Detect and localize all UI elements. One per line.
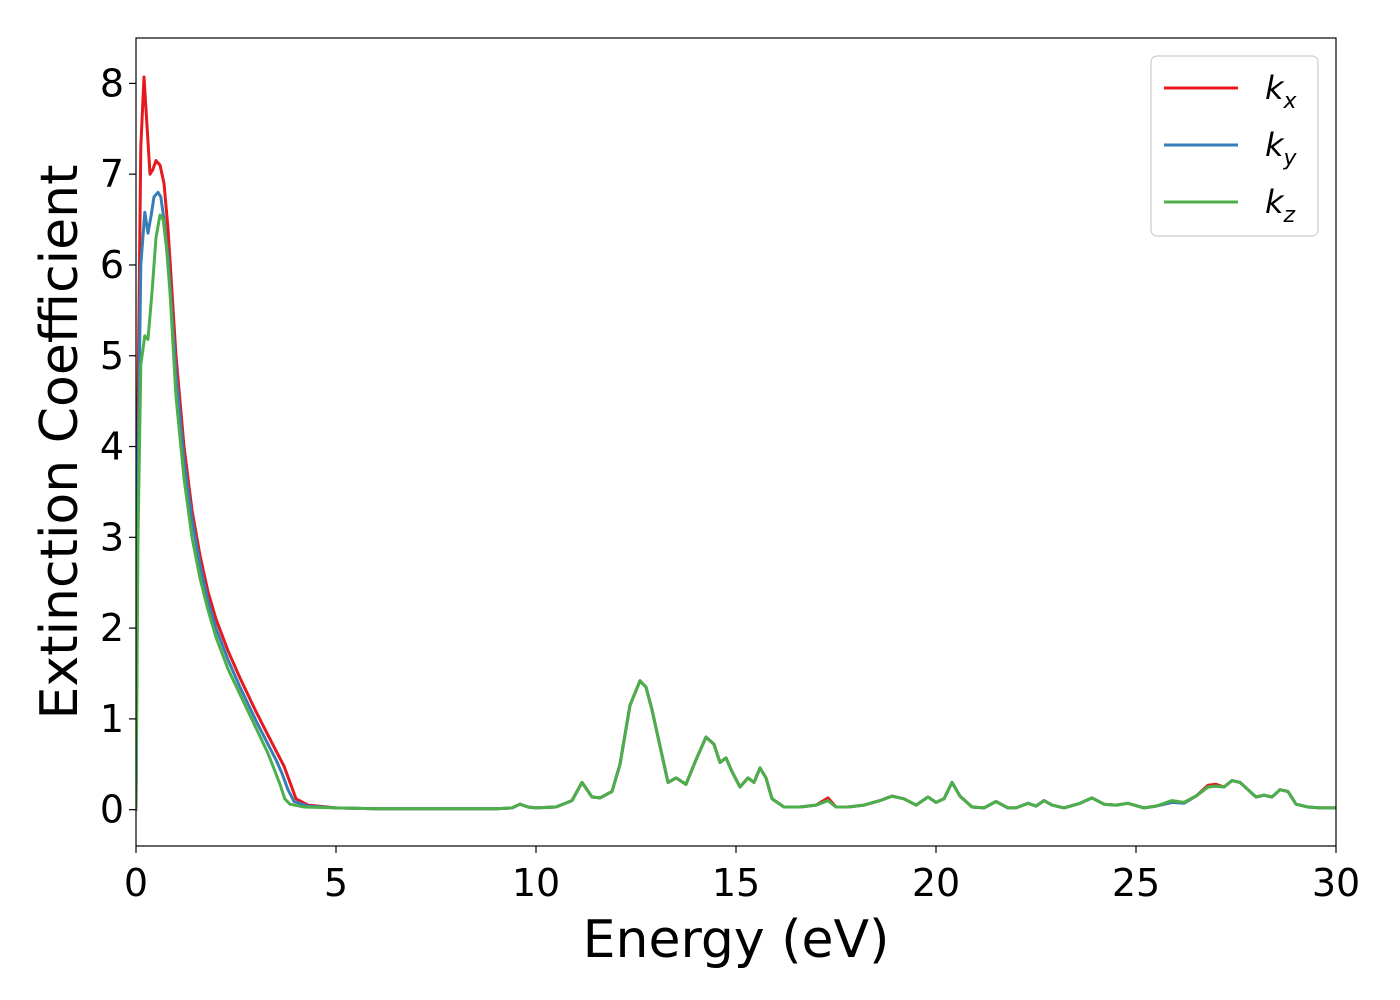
y-tick-label: 5 xyxy=(100,334,124,378)
y-tick-label: 6 xyxy=(100,243,124,287)
x-tick-label: 10 xyxy=(512,861,560,905)
plot-area xyxy=(136,75,1336,812)
legend-label-kz: kz xyxy=(1265,183,1296,228)
y-tick-label: 4 xyxy=(100,425,124,469)
x-tick-label: 20 xyxy=(912,861,960,905)
y-tick-label: 2 xyxy=(100,606,124,650)
y-tick-label: 0 xyxy=(100,788,124,832)
y-tick-label: 3 xyxy=(100,515,124,559)
x-tick-label: 15 xyxy=(712,861,760,905)
legend-label-kx: kx xyxy=(1265,69,1298,114)
y-axis: 0 1 2 3 4 5 6 7 8 xyxy=(100,61,136,832)
y-axis-label: Extinction Coefficient xyxy=(30,165,90,720)
x-axis-label: Energy (eV) xyxy=(583,910,890,970)
y-tick-label: 1 xyxy=(100,697,124,741)
series-line-kz xyxy=(136,213,1336,812)
y-tick-label: 7 xyxy=(100,152,124,196)
x-tick-label: 0 xyxy=(124,861,148,905)
x-axis: 0 5 10 15 20 25 30 xyxy=(124,846,1360,905)
legend-label-ky: ky xyxy=(1265,126,1298,171)
x-tick-label: 5 xyxy=(324,861,348,905)
x-tick-label: 30 xyxy=(1312,861,1360,905)
y-tick-label: 8 xyxy=(100,61,124,105)
legend: kx ky kz xyxy=(1150,55,1319,237)
x-tick-label: 25 xyxy=(1112,861,1160,905)
